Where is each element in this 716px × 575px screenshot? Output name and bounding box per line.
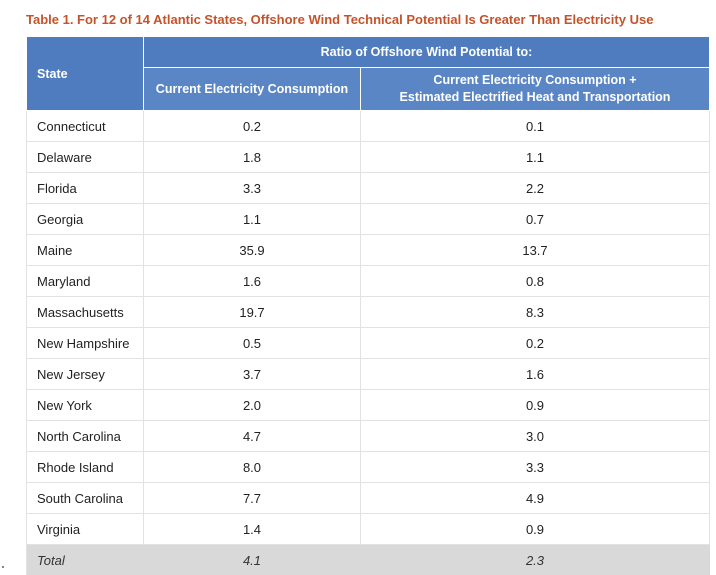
heat-transport-cell: 8.3	[361, 297, 710, 328]
state-cell: South Carolina	[27, 483, 144, 514]
state-cell: Delaware	[27, 142, 144, 173]
consumption-cell: 2.0	[144, 390, 361, 421]
consumption-column-header: Current Electricity Consumption	[144, 68, 361, 111]
wind-potential-table: State Ratio of Offshore Wind Potential t…	[26, 36, 710, 575]
heat-transport-cell: 1.6	[361, 359, 710, 390]
state-cell: Rhode Island	[27, 452, 144, 483]
heat-transport-cell: 0.7	[361, 204, 710, 235]
ratio-group-header: Ratio of Offshore Wind Potential to:	[144, 37, 710, 68]
state-cell: New Hampshire	[27, 328, 144, 359]
consumption-cell: 35.9	[144, 235, 361, 266]
state-cell: Maryland	[27, 266, 144, 297]
state-cell: North Carolina	[27, 421, 144, 452]
heat-transport-cell: 1.1	[361, 142, 710, 173]
consumption-cell: 1.4	[144, 514, 361, 545]
consumption-cell: 19.7	[144, 297, 361, 328]
state-cell: Connecticut	[27, 111, 144, 142]
heat-transport-cell: 2.2	[361, 173, 710, 204]
heat-transport-header-line2: Estimated Electrified Heat and Transport…	[400, 90, 671, 104]
heat-transport-cell: 0.9	[361, 390, 710, 421]
heat-transport-cell: 0.9	[361, 514, 710, 545]
heat-transport-cell: 0.1	[361, 111, 710, 142]
state-cell: Georgia	[27, 204, 144, 235]
consumption-cell: 1.8	[144, 142, 361, 173]
consumption-cell: 1.1	[144, 204, 361, 235]
heat-transport-header-line1: Current Electricity Consumption +	[433, 73, 636, 87]
heat-transport-cell: 3.3	[361, 452, 710, 483]
heat-transport-cell: 2.3	[361, 545, 710, 575]
state-column-header: State	[27, 37, 144, 111]
heat-transport-cell: 13.7	[361, 235, 710, 266]
consumption-cell: 7.7	[144, 483, 361, 514]
consumption-cell: 0.5	[144, 328, 361, 359]
heat-transport-cell: 4.9	[361, 483, 710, 514]
state-cell: Virginia	[27, 514, 144, 545]
corner-mark	[2, 566, 4, 568]
state-cell: Maine	[27, 235, 144, 266]
table-caption: Table 1. For 12 of 14 Atlantic States, O…	[26, 12, 653, 27]
consumption-cell: 3.3	[144, 173, 361, 204]
consumption-cell: 4.7	[144, 421, 361, 452]
state-cell: New Jersey	[27, 359, 144, 390]
state-cell: New York	[27, 390, 144, 421]
consumption-cell: 0.2	[144, 111, 361, 142]
state-cell: Total	[27, 545, 144, 575]
heat-transport-cell: 0.8	[361, 266, 710, 297]
heat-transport-cell: 3.0	[361, 421, 710, 452]
consumption-cell: 4.1	[144, 545, 361, 575]
heat-transport-cell: 0.2	[361, 328, 710, 359]
consumption-cell: 1.6	[144, 266, 361, 297]
consumption-cell: 8.0	[144, 452, 361, 483]
state-cell: Florida	[27, 173, 144, 204]
consumption-cell: 3.7	[144, 359, 361, 390]
heat-transport-column-header: Current Electricity Consumption + Estima…	[361, 68, 710, 111]
state-cell: Massachusetts	[27, 297, 144, 328]
